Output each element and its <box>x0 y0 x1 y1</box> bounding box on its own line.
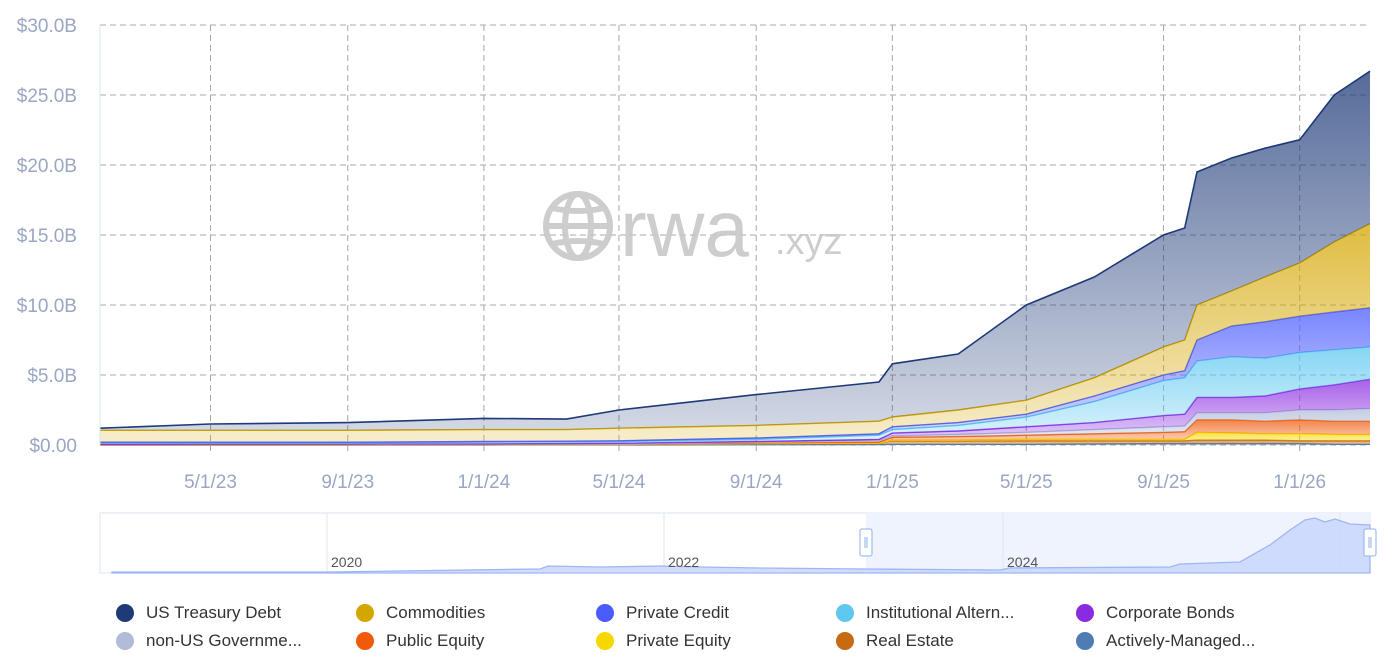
x-tick-label: 1/1/25 <box>866 472 919 493</box>
legend: US Treasury Debt Commodities Private Credi… <box>116 603 1316 651</box>
legend-label: Corporate Bonds <box>1106 603 1235 622</box>
area-private-credit <box>100 307 1370 443</box>
area-corporate-bonds <box>100 379 1370 445</box>
x-tick-label: 5/1/24 <box>593 472 646 493</box>
legend-label: US Treasury Debt <box>146 603 282 622</box>
legend-item-actively-managed[interactable]: Actively-Managed... <box>1076 631 1316 651</box>
legend-dot-icon <box>836 632 854 650</box>
legend-label: Actively-Managed... <box>1106 631 1256 650</box>
legend-dot-icon <box>116 604 134 622</box>
stacked-area-chart: rwa .xyz $0.00 $5.0B $10.0B $15.0B $20.0B $25… <box>17 16 1377 574</box>
legend-item-non-us-governme[interactable]: non-US Governme... <box>116 631 356 651</box>
legend-label: Commodities <box>386 603 486 622</box>
legend-dot-icon <box>1076 632 1094 650</box>
x-tick-label: 1/1/26 <box>1273 472 1326 493</box>
legend-item-institutional-altern[interactable]: Institutional Altern... <box>836 603 1076 623</box>
legend-label: Real Estate <box>866 631 954 650</box>
y-tick-label: $30.0B <box>17 16 77 37</box>
legend-item-public-equity[interactable]: Public Equity <box>356 631 596 651</box>
legend-dot-icon <box>356 632 374 650</box>
area-public-equity <box>100 419 1370 445</box>
watermark-logo-suffix: .xyz <box>775 221 843 263</box>
y-tick-label: $25.0B <box>17 86 77 107</box>
x-tick-label: 5/1/25 <box>1000 472 1053 493</box>
globe-icon <box>543 191 613 261</box>
data-zoom-slider[interactable]: 2020 2022 2024 <box>99 512 1377 574</box>
legend-item-us-treasury-debt[interactable]: US Treasury Debt <box>116 603 356 623</box>
legend-label: Public Equity <box>386 631 485 650</box>
legend-label: non-US Governme... <box>146 631 302 650</box>
legend-dot-icon <box>1076 604 1094 622</box>
line-us-treasury-debt[interactable] <box>99 70 1371 429</box>
x-tick-label: 1/1/24 <box>457 472 510 493</box>
watermark-logo-text: rwa <box>620 184 749 273</box>
x-tick-label: 9/1/23 <box>321 472 374 493</box>
x-tick-label: 9/1/25 <box>1137 472 1190 493</box>
legend-item-real-estate[interactable]: Real Estate <box>836 631 1076 651</box>
series-areas <box>99 70 1371 446</box>
legend-label: Private Equity <box>626 631 731 650</box>
legend-dot-icon <box>596 604 614 622</box>
slider-overview-area <box>111 517 1371 574</box>
legend-item-commodities[interactable]: Commodities <box>356 603 596 623</box>
x-axis: 5/1/23 9/1/23 1/1/24 5/1/24 9/1/24 1/1/25 5/1/… <box>184 472 1326 493</box>
legend-dot-icon <box>836 604 854 622</box>
y-tick-label: $0.00 <box>29 436 77 457</box>
slider-label-2020: 2020 <box>331 554 362 570</box>
area-us-treasury-debt <box>100 71 1370 431</box>
slider-handle-left[interactable] <box>859 528 873 557</box>
y-tick-label: $20.0B <box>17 156 77 177</box>
y-axis: $0.00 $5.0B $10.0B $15.0B $20.0B $25.0B $30.0B <box>17 16 101 457</box>
x-tick-label: 5/1/23 <box>184 472 237 493</box>
legend-dot-icon <box>116 632 134 650</box>
legend-dot-icon <box>356 604 374 622</box>
legend-label: Institutional Altern... <box>866 603 1015 622</box>
y-tick-label: $10.0B <box>17 296 77 317</box>
legend-item-private-credit[interactable]: Private Credit <box>596 603 836 623</box>
slider-label-2024: 2024 <box>1007 554 1038 570</box>
legend-dot-icon <box>596 632 614 650</box>
rwa-watermark-logo: rwa .xyz <box>543 184 843 273</box>
y-tick-label: $5.0B <box>27 366 77 387</box>
legend-label: Private Credit <box>626 603 729 622</box>
y-tick-label: $15.0B <box>17 226 77 247</box>
legend-item-private-equity[interactable]: Private Equity <box>596 631 836 651</box>
area-institutional-altern <box>100 347 1370 445</box>
x-tick-label: 9/1/24 <box>730 472 783 493</box>
slider-label-2022: 2022 <box>668 554 699 570</box>
legend-item-corporate-bonds[interactable]: Corporate Bonds <box>1076 603 1316 623</box>
slider-handle-right[interactable] <box>1363 528 1377 557</box>
